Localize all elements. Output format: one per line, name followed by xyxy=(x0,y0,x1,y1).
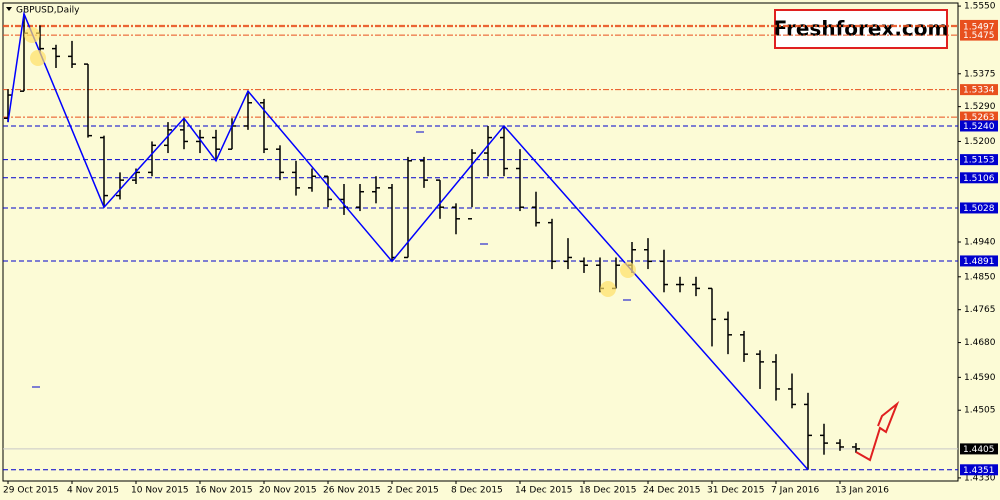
arrow xyxy=(855,400,900,462)
level-label-box xyxy=(960,154,998,166)
x-tick-label: 16 Nov 2015 xyxy=(195,486,253,496)
marker-circle xyxy=(600,281,616,297)
level-label: 1.5153 xyxy=(963,156,995,166)
level-label-box xyxy=(960,84,998,96)
y-tick-label: 1.4765 xyxy=(964,305,996,315)
y-tick-label: 1.5550 xyxy=(964,2,996,12)
x-tick-label: 8 Dec 2015 xyxy=(451,486,503,496)
y-tick-label: 1.4330 xyxy=(964,473,996,483)
level-label-box xyxy=(960,21,998,33)
level-label: 1.5028 xyxy=(963,204,995,214)
level-label: 1.5263 xyxy=(963,113,995,123)
y-tick-label: 1.5375 xyxy=(964,69,996,79)
y-tick-label: 1.4850 xyxy=(964,272,996,282)
x-tick-label: 4 Nov 2015 xyxy=(67,486,119,496)
x-tick-label: 7 Jan 2016 xyxy=(771,486,819,496)
level-label: 1.4405 xyxy=(963,445,995,455)
plot: 1.5550 1.5375 1.5290 1.5200 1.4940 1.4850 1.47… xyxy=(3,2,998,496)
y-tick-label: 1.5200 xyxy=(964,137,996,147)
x-tick-label: 14 Dec 2015 xyxy=(515,486,573,496)
level-label-box xyxy=(960,255,998,267)
logo-text: Freshforex.com xyxy=(774,17,949,41)
level-label-box xyxy=(960,172,998,184)
zigzag-line xyxy=(7,11,809,471)
x-tick-label: 18 Dec 2015 xyxy=(579,486,637,496)
level-label: 1.4351 xyxy=(963,466,995,476)
level-label: 1.5106 xyxy=(963,174,995,184)
x-tick-label: 24 Dec 2015 xyxy=(643,486,701,496)
x-tick-label: 31 Dec 2015 xyxy=(707,486,765,496)
title-icon xyxy=(6,7,12,11)
level-label-box xyxy=(960,111,998,123)
x-tick-label: 20 Nov 2015 xyxy=(259,486,317,496)
chart-title: GBPUSD,Daily xyxy=(16,6,80,16)
level-label-box xyxy=(960,120,998,132)
level-label-box xyxy=(960,443,998,455)
logo: Freshforex.com xyxy=(774,9,949,49)
y-tick-label: 1.4680 xyxy=(964,338,996,348)
x-tick-label: 26 Nov 2015 xyxy=(323,486,381,496)
y-tick-label: 1.4940 xyxy=(964,238,996,248)
x-tick-label: 29 Oct 2015 xyxy=(3,486,59,496)
logo-box xyxy=(774,9,948,49)
marker-circle xyxy=(30,50,46,66)
marker-circle xyxy=(620,262,636,278)
y-tick-label: 1.4590 xyxy=(964,373,996,383)
y-tick-label: 1.5290 xyxy=(964,102,996,112)
x-tick-label: 2 Dec 2015 xyxy=(387,486,439,496)
x-tick-label: 13 Jan 2016 xyxy=(835,486,889,496)
level-label-box xyxy=(960,29,998,41)
level-label-box xyxy=(960,464,998,476)
annotations xyxy=(24,27,900,462)
level-label: 1.5334 xyxy=(963,86,995,96)
level-label: 1.5497 xyxy=(963,23,995,33)
y-tick-label: 1.4505 xyxy=(964,406,996,416)
marker-circle xyxy=(24,27,40,43)
x-tick-label: 10 Nov 2015 xyxy=(131,486,189,496)
level-label-box xyxy=(960,202,998,214)
level-label: 1.4891 xyxy=(963,257,995,267)
level-label: 1.5240 xyxy=(963,122,995,132)
level-label: 1.5475 xyxy=(963,31,995,41)
